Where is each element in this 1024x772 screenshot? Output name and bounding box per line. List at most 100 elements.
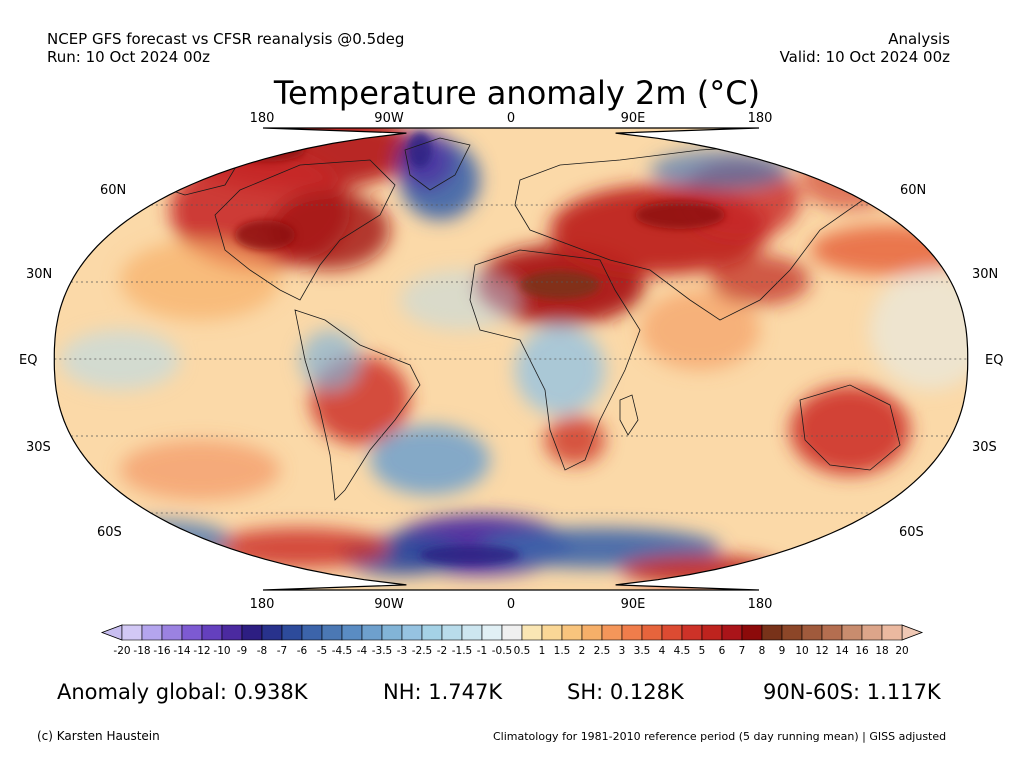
lat-label-left-eq: EQ	[19, 353, 38, 368]
stat-global: Anomaly global: 0.938K	[57, 680, 308, 704]
colorbar-label: 20	[895, 645, 908, 657]
colorbar-swatch	[721, 624, 743, 641]
colorbar-swatch	[821, 624, 843, 641]
colorbar-swatch	[741, 624, 763, 641]
colorbar-label: 16	[855, 645, 869, 657]
anomaly-blob	[120, 240, 280, 320]
colorbar-swatch	[181, 624, 203, 641]
colorbar-swatch	[121, 624, 143, 641]
colorbar-label: -4	[357, 645, 368, 657]
header-left: NCEP GFS forecast vs CFSR reanalysis @0.…	[47, 30, 404, 66]
colorbar-swatch	[861, 624, 883, 641]
colorbar-label: -7	[277, 645, 287, 657]
anomaly-core	[635, 201, 725, 229]
anomaly-core	[235, 220, 295, 250]
colorbar-min-arrow	[100, 624, 123, 641]
stat-nh: NH: 1.747K	[383, 680, 503, 704]
colorbar-swatch	[801, 624, 823, 641]
lat-label-left-30s: 30S	[26, 440, 51, 455]
colorbar-swatch	[621, 624, 643, 641]
lat-label-right-60s: 60S	[899, 525, 924, 540]
footer-credit: (c) Karsten Haustein	[37, 729, 160, 743]
lon-label-top-90e: 90E	[620, 111, 646, 126]
anomaly-blob	[300, 330, 360, 390]
continent-outline	[469, 249, 641, 471]
colorbar-label: -1.5	[452, 645, 473, 657]
colorbar-label: 8	[759, 645, 766, 657]
anomaly-blob	[515, 325, 605, 415]
colorbar-swatch	[141, 624, 163, 641]
anomaly-core	[408, 132, 432, 168]
colorbar-swatch	[661, 624, 683, 641]
colorbar: -20 -18 -16 -14 -12 -10 -9 -8 -7 -6 -5 -4.5 -4 -3.5 -3…	[100, 624, 924, 657]
colorbar-label: 6	[719, 645, 726, 657]
anomaly-blob	[120, 440, 280, 500]
colorbar-label: 9	[779, 645, 786, 657]
colorbar-label: 0.5	[514, 645, 531, 657]
map-title: Temperature anomaly 2m (°C)	[273, 74, 761, 112]
anomaly-blob	[650, 150, 790, 190]
colorbar-label: -3	[397, 645, 407, 657]
colorbar-swatch	[761, 624, 783, 641]
lon-label-top-0: 0	[506, 111, 516, 126]
colorbar-label: 1	[539, 645, 546, 657]
colorbar-swatch	[401, 624, 423, 641]
colorbar-swatch	[781, 624, 803, 641]
colorbar-label: -20	[113, 645, 130, 657]
colorbar-label: -10	[213, 645, 230, 657]
colorbar-label: -6	[297, 645, 308, 657]
colorbar-label: -2	[437, 645, 447, 657]
colorbar-label: 10	[795, 645, 808, 657]
valid-time: Valid: 10 Oct 2024 00z	[779, 48, 950, 66]
anomaly-core	[420, 545, 520, 565]
continent-outline	[404, 137, 471, 191]
colorbar-swatch	[641, 624, 663, 641]
continent-outline	[514, 144, 871, 321]
colorbar-label: 4.5	[674, 645, 691, 657]
anomaly-blob	[270, 190, 390, 270]
colorbar-max-arrow	[901, 624, 924, 641]
colorbar-swatch	[541, 624, 563, 641]
anomaly-blob	[400, 270, 520, 330]
colorbar-swatch	[481, 624, 503, 641]
colorbar-swatch	[321, 624, 343, 641]
header-right: Analysis Valid: 10 Oct 2024 00z	[780, 30, 950, 66]
colorbar-label: 1.5	[554, 645, 571, 657]
colorbar-swatch	[381, 624, 403, 641]
lat-label-right-30s: 30S	[972, 440, 997, 455]
colorbar-swatch	[421, 624, 443, 641]
colorbar-swatch	[601, 624, 623, 641]
anomaly-blob	[60, 330, 180, 390]
colorbar-swatch	[241, 624, 263, 641]
anomaly-blob	[545, 415, 605, 465]
lat-label-right-eq: EQ	[985, 353, 1004, 368]
lon-label-bottom-90w: 90W	[374, 597, 404, 612]
colorbar-label: 3.5	[634, 645, 651, 657]
footer-climatology: Climatology for 1981-2010 reference peri…	[493, 730, 947, 743]
colorbar-label: 7	[739, 645, 746, 657]
colorbar-label: 5	[699, 645, 706, 657]
colorbar-label: -2.5	[412, 645, 433, 657]
colorbar-label: -18	[133, 645, 150, 657]
lat-label-left-60s: 60S	[97, 525, 122, 540]
colorbar-label: -9	[237, 645, 247, 657]
stat-sh: SH: 0.128K	[567, 680, 684, 704]
colorbar-label: -5	[317, 645, 327, 657]
colorbar-label: 2.5	[594, 645, 611, 657]
colorbar-label: 18	[875, 645, 888, 657]
lon-label-top-180w: 180	[249, 111, 275, 126]
map-border	[53, 127, 969, 591]
lon-label-bottom-0: 0	[506, 597, 516, 612]
anomaly-blob	[640, 290, 760, 370]
colorbar-label: -1	[477, 645, 487, 657]
colorbar-label: 3	[619, 645, 626, 657]
anomaly-blob	[790, 385, 910, 475]
colorbar-swatch	[221, 624, 243, 641]
colorbar-swatch	[701, 624, 723, 641]
lon-label-bottom-180e: 180	[747, 597, 773, 612]
colorbar-label: 12	[815, 645, 828, 657]
anomaly-blob	[710, 255, 810, 305]
lat-label-right-60n: 60N	[900, 183, 927, 198]
colorbar-swatch	[281, 624, 303, 641]
